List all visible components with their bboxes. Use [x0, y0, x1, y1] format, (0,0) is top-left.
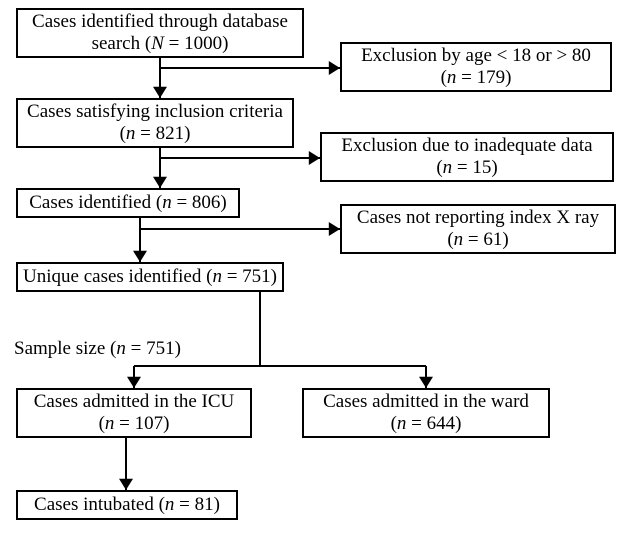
- box-intub: Cases intubated (n = 81): [16, 490, 238, 520]
- box-ex1-l2: (n = 179): [441, 67, 512, 89]
- box-icu-l1: Cases admitted in the ICU: [34, 391, 235, 413]
- t: n: [126, 123, 136, 144]
- t: = 15): [452, 157, 498, 178]
- t: N: [151, 33, 164, 54]
- t: = 81): [174, 494, 220, 515]
- sample-size-label: Sample size (n = 751): [14, 338, 181, 360]
- box-ward-l1: Cases admitted in the ward: [323, 391, 529, 413]
- box-db: Cases identified through database search…: [16, 8, 304, 58]
- box-intub-l1: Cases intubated (n = 81): [34, 494, 220, 516]
- box-db-l2: search (N = 1000): [92, 33, 229, 55]
- t: Unique cases identified (: [23, 266, 212, 287]
- t: n: [443, 157, 453, 178]
- box-ex2-l2: (n = 15): [436, 157, 497, 179]
- t: = 806): [172, 192, 227, 213]
- box-uniq-l1: Unique cases identified (n = 751): [23, 266, 277, 288]
- t: = 644): [406, 413, 461, 434]
- box-ex3-l1: Cases not reporting index X ray: [357, 207, 599, 229]
- t: n: [116, 338, 126, 359]
- t: n: [165, 494, 175, 515]
- box-db-l1: Cases identified through database: [32, 11, 288, 33]
- t: n: [212, 266, 222, 287]
- box-ward: Cases admitted in the ward (n = 644): [302, 388, 550, 438]
- t: Cases intubated (: [34, 494, 165, 515]
- t: = 61): [463, 229, 509, 250]
- t: = 821): [135, 123, 190, 144]
- box-ward-l2: (n = 644): [391, 413, 462, 435]
- t: = 751): [222, 266, 277, 287]
- flowchart-canvas: Cases identified through database search…: [0, 0, 632, 551]
- t: n: [397, 413, 407, 434]
- box-ex2-l1: Exclusion due to inadequate data: [341, 135, 592, 157]
- t: = 179): [456, 67, 511, 88]
- box-inc-l1: Cases satisfying inclusion criteria: [27, 101, 283, 123]
- box-ex3: Cases not reporting index X ray (n = 61): [340, 204, 616, 254]
- box-ex1: Exclusion by age < 18 or > 80 (n = 179): [340, 42, 612, 92]
- t: search (: [92, 33, 152, 54]
- t: Cases identified (: [29, 192, 162, 213]
- box-ex3-l2: (n = 61): [447, 229, 508, 251]
- t: n: [105, 413, 115, 434]
- box-ex1-l1: Exclusion by age < 18 or > 80: [361, 45, 591, 67]
- t: n: [447, 67, 457, 88]
- box-ident-l1: Cases identified (n = 806): [29, 192, 227, 214]
- box-inc-l2: (n = 821): [120, 123, 191, 145]
- t: Sample size (: [14, 338, 116, 359]
- box-uniq: Unique cases identified (n = 751): [16, 262, 284, 292]
- t: = 1000): [164, 33, 229, 54]
- box-ident: Cases identified (n = 806): [16, 188, 240, 218]
- box-ex2: Exclusion due to inadequate data (n = 15…: [320, 132, 614, 182]
- t: = 107): [114, 413, 169, 434]
- t: n: [162, 192, 172, 213]
- t: = 751): [126, 338, 181, 359]
- box-icu: Cases admitted in the ICU (n = 107): [16, 388, 252, 438]
- box-inc: Cases satisfying inclusion criteria (n =…: [16, 98, 294, 148]
- box-icu-l2: (n = 107): [99, 413, 170, 435]
- t: n: [454, 229, 464, 250]
